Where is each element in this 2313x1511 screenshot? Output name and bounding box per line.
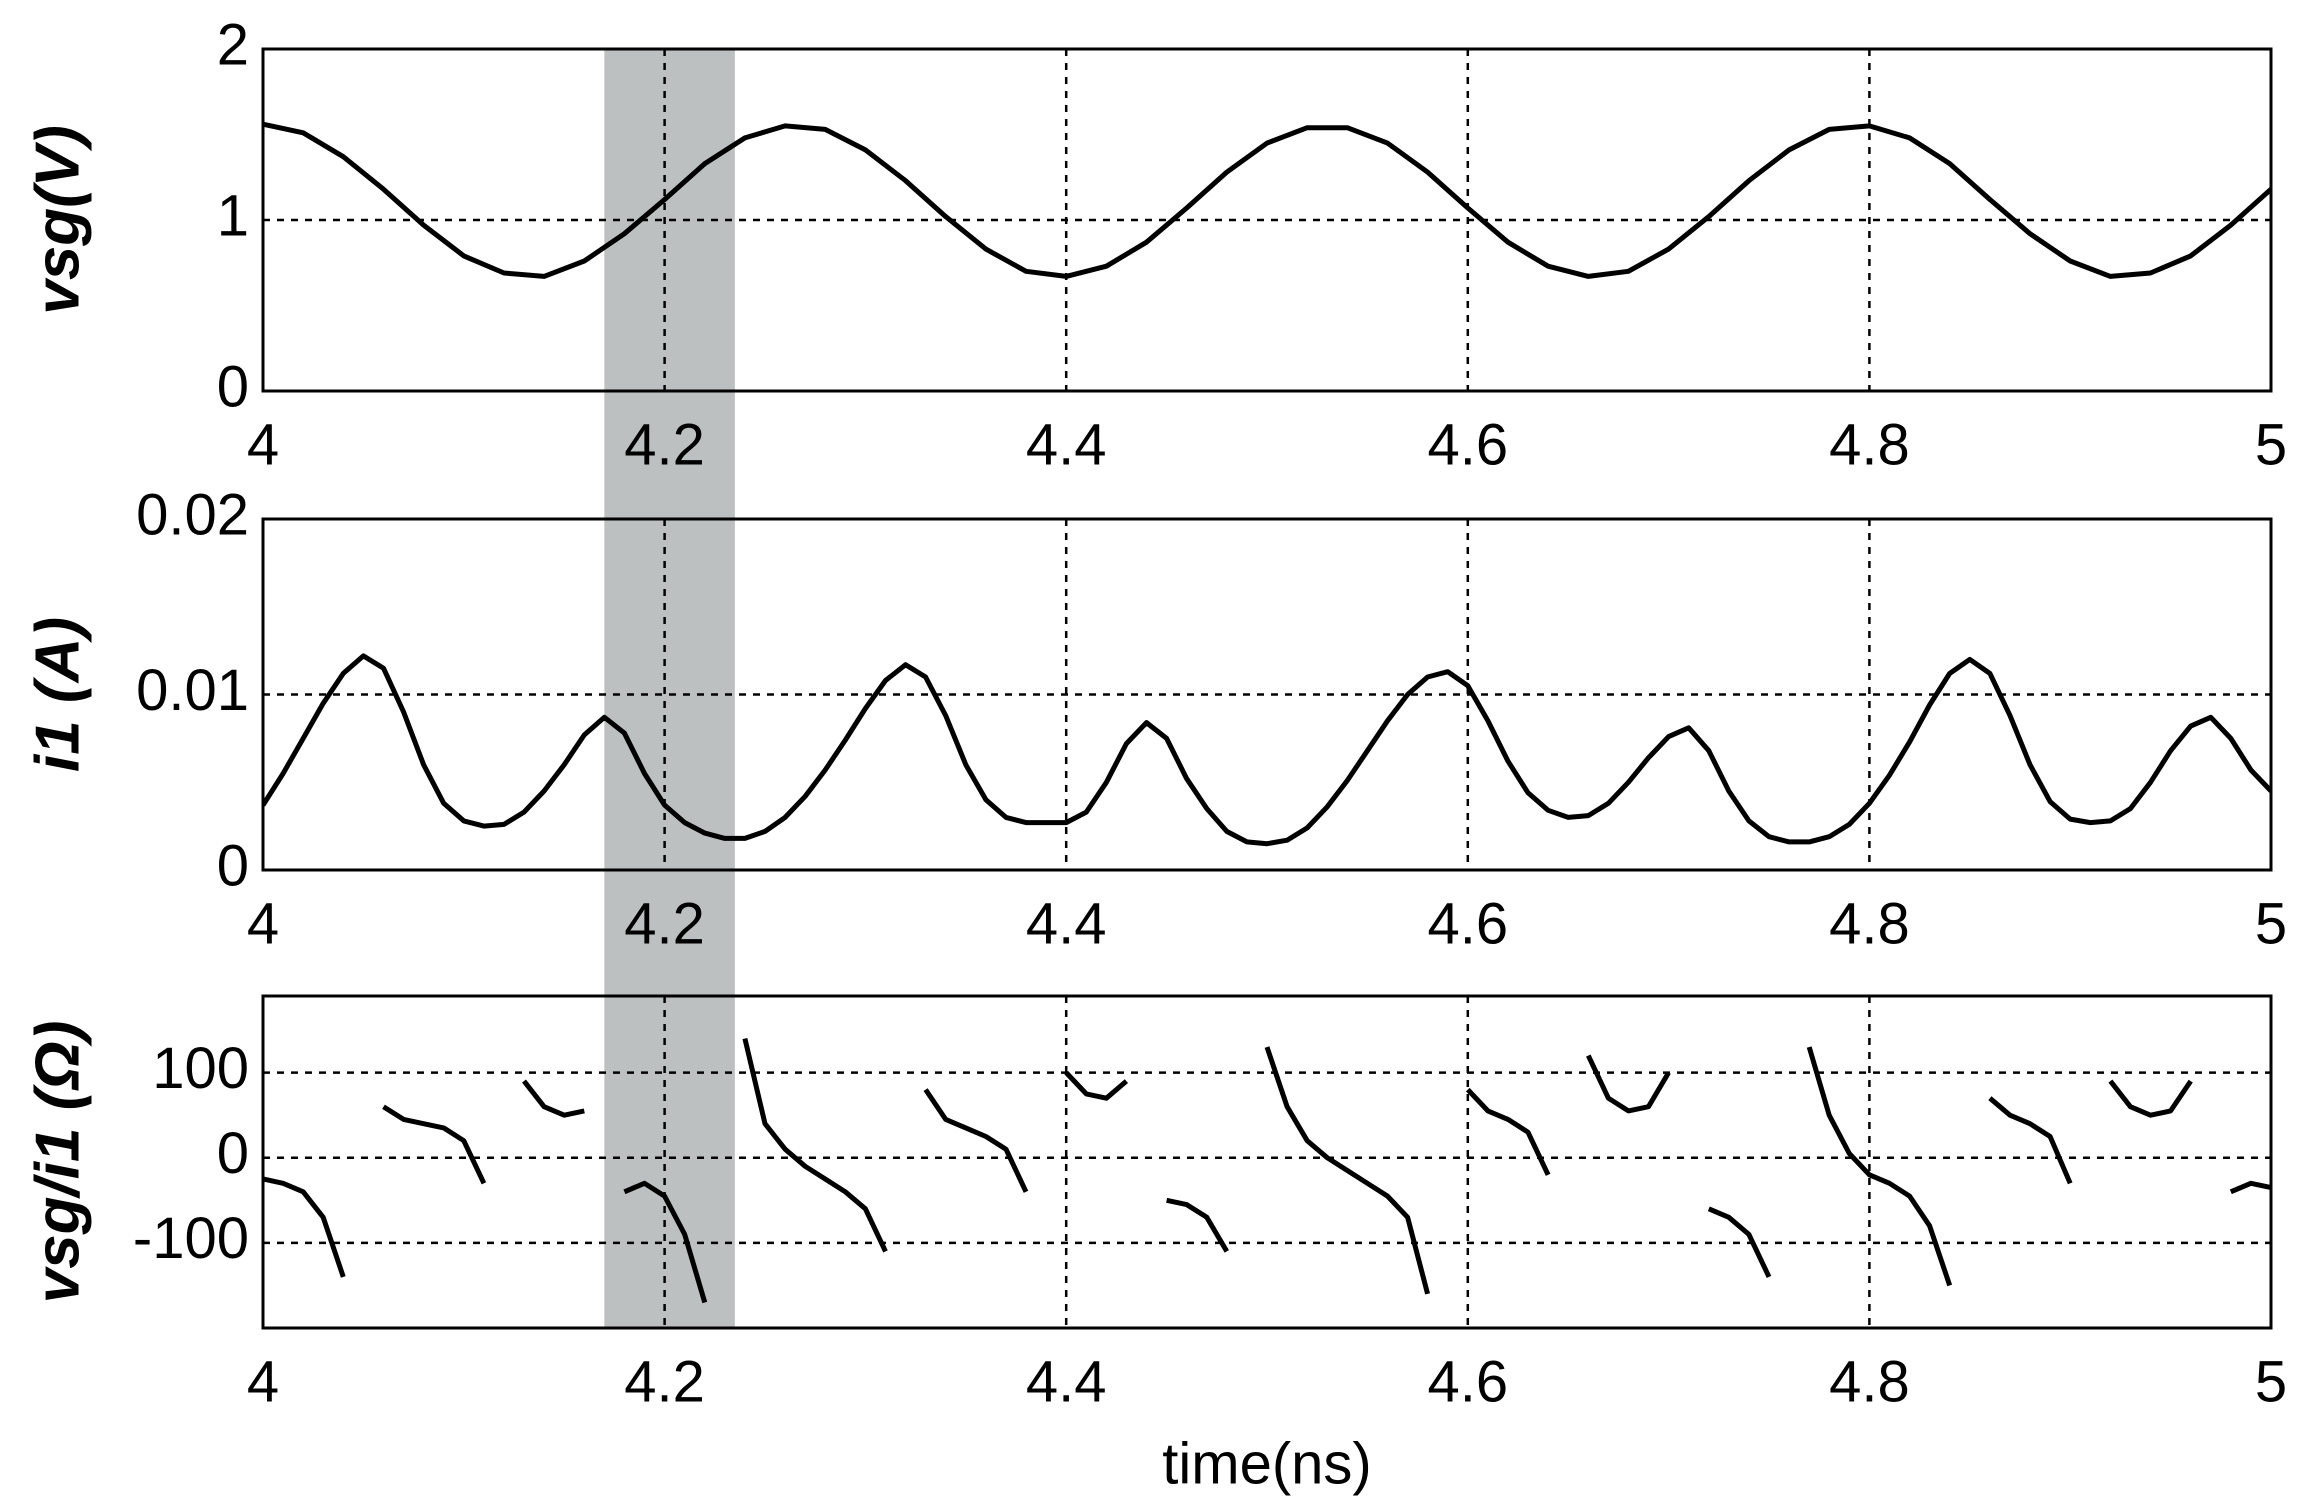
y-tick-label: 1 <box>217 183 249 248</box>
y-tick-label: 0 <box>217 354 249 419</box>
x-tick-label: 4.4 <box>1026 412 1107 477</box>
data-line <box>263 653 2271 847</box>
plot-frame <box>261 47 2273 393</box>
y-axis-label: i1 (A) <box>23 617 92 772</box>
y-tick-label: 0 <box>217 833 249 898</box>
y-tick-label: -100 <box>133 1206 249 1271</box>
highlight-band <box>604 49 735 1328</box>
data-line <box>263 121 2271 279</box>
x-tick-label: 4.6 <box>1427 891 1508 956</box>
x-tick-label: 4.6 <box>1427 1349 1508 1414</box>
x-tick-label: 4.4 <box>1026 1349 1107 1414</box>
plot-frame <box>261 517 2273 872</box>
y-axis-label: vsg/i1 (Ω) <box>23 1021 92 1304</box>
x-tick-label: 4.8 <box>1829 891 1910 956</box>
x-tick-label: 5 <box>2255 891 2287 956</box>
x-tick-label: 4.8 <box>1829 1349 1910 1414</box>
x-tick-label: 4.6 <box>1427 412 1508 477</box>
x-tick-label: 4.4 <box>1026 891 1107 956</box>
x-tick-label: 4.2 <box>624 412 705 477</box>
x-tick-label: 4 <box>247 1349 279 1414</box>
data-line <box>263 1038 2271 1304</box>
x-tick-label: 5 <box>2255 1349 2287 1414</box>
x-tick-label: 4 <box>247 891 279 956</box>
y-axis-label: vsg(V) <box>23 125 92 314</box>
y-tick-label: 2 <box>217 12 249 77</box>
y-tick-label: 0 <box>217 1121 249 1186</box>
plot-frame <box>261 994 2273 1330</box>
x-tick-label: 4.8 <box>1829 412 1910 477</box>
x-axis-label: time(ns) <box>1162 1431 1371 1496</box>
x-tick-label: 4 <box>247 412 279 477</box>
y-tick-label: 0.02 <box>136 482 249 547</box>
y-tick-label: 100 <box>152 1036 249 1101</box>
y-tick-label: 0.01 <box>136 658 249 723</box>
x-tick-label: 4.2 <box>624 891 705 956</box>
x-tick-label: 4.2 <box>624 1349 705 1414</box>
x-tick-label: 5 <box>2255 412 2287 477</box>
